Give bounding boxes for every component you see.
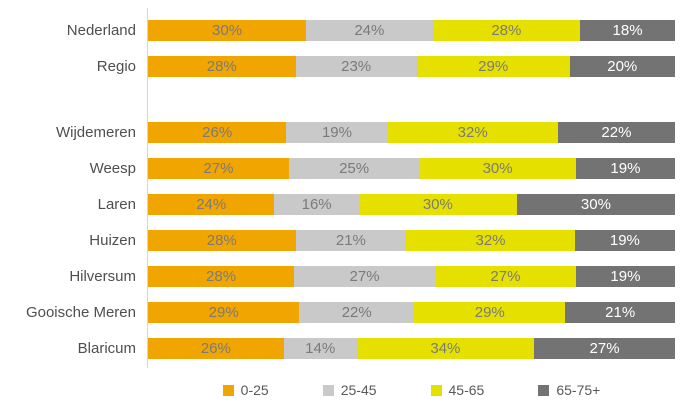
bar-segment-25-45[interactable]: 21% — [295, 229, 407, 251]
bar-segment-0-25[interactable]: 26% — [148, 337, 284, 359]
bar-segment-0-25[interactable]: 28% — [148, 265, 295, 287]
bar-row: Wijdemeren 26% 19% 32% 22% — [0, 114, 680, 150]
bar-segment-25-45[interactable]: 27% — [294, 265, 435, 287]
bar-segment-25-45[interactable]: 24% — [306, 19, 433, 41]
bar-row: Blaricum 26% 14% 34% 27% — [0, 330, 680, 366]
category-label: Nederland — [66, 21, 136, 39]
category-label: Gooische Meren — [25, 303, 136, 321]
bar-row: Weesp 27% 25% 30% 19% — [0, 150, 680, 186]
bar-track: 28% 23% 29% 20% — [148, 55, 675, 77]
bar-segment-65-75+[interactable]: 21% — [565, 301, 675, 323]
legend-label: 65-75+ — [556, 382, 601, 398]
bar-row: Gooische Meren 29% 22% 29% 21% — [0, 294, 680, 330]
bar-segment-65-75+[interactable]: 22% — [557, 121, 675, 143]
bar-segment-0-25[interactable]: 28% — [148, 229, 296, 251]
bar-row: Hilversum 28% 27% 27% 19% — [0, 258, 680, 294]
legend-label: 0-25 — [240, 382, 269, 398]
legend-swatch-icon — [222, 384, 234, 396]
group-gap — [0, 84, 680, 114]
bar-segment-65-75+[interactable]: 19% — [574, 229, 675, 251]
bar-row: Laren 24% 16% 30% 30% — [0, 186, 680, 222]
legend-item-0-25[interactable]: 0-25 — [222, 382, 269, 398]
bar-segment-45-65[interactable]: 28% — [432, 19, 581, 41]
bar-row: Huizen 28% 21% 32% 19% — [0, 222, 680, 258]
legend-label: 25-45 — [340, 382, 377, 398]
bar-track: 26% 14% 34% 27% — [148, 337, 675, 359]
bar-track: 28% 21% 32% 19% — [148, 229, 675, 251]
bar-segment-65-75+[interactable]: 27% — [534, 337, 675, 359]
category-label: Hilversum — [69, 267, 136, 285]
category-label: Blaricum — [77, 339, 136, 357]
bar-segment-65-75+[interactable]: 30% — [516, 193, 675, 215]
bar-segment-0-25[interactable]: 28% — [148, 55, 296, 77]
bar-segment-65-75+[interactable]: 20% — [569, 55, 675, 77]
bar-segment-45-65[interactable]: 30% — [419, 157, 576, 179]
bar-segment-25-45[interactable]: 14% — [283, 337, 357, 359]
legend-label: 45-65 — [448, 382, 485, 398]
bar-segment-45-65[interactable]: 32% — [406, 229, 575, 251]
category-label: Regio — [96, 57, 136, 75]
category-label: Wijdemeren — [55, 123, 136, 141]
bar-track: 30% 24% 28% 18% — [148, 19, 675, 41]
bar-segment-0-25[interactable]: 27% — [148, 157, 289, 179]
legend-item-65-75+[interactable]: 65-75+ — [538, 382, 600, 398]
bar-segment-45-65[interactable]: 27% — [434, 265, 576, 287]
bar-segment-25-45[interactable]: 19% — [286, 121, 388, 143]
bar-segment-25-45[interactable]: 23% — [295, 55, 417, 77]
plot-area: Nederland 30% 24% 28% 18% Regio 28% 23% 29% 20% Wi… — [0, 8, 680, 368]
bar-segment-0-25[interactable]: 30% — [148, 19, 307, 41]
bar-segment-65-75+[interactable]: 19% — [575, 265, 675, 287]
bar-segment-0-25[interactable]: 26% — [148, 121, 287, 143]
legend-swatch-icon — [322, 384, 334, 396]
bar-segment-45-65[interactable]: 29% — [416, 55, 570, 77]
bar-row: Regio 28% 23% 29% 20% — [0, 48, 680, 84]
legend-swatch-icon — [538, 384, 550, 396]
bar-segment-65-75+[interactable]: 19% — [575, 157, 675, 179]
bar-segment-25-45[interactable]: 22% — [299, 301, 415, 323]
legend-swatch-icon — [430, 384, 442, 396]
bar-track: 26% 19% 32% 22% — [148, 121, 675, 143]
bar-segment-65-75+[interactable]: 18% — [580, 19, 675, 41]
category-label: Weesp — [89, 159, 136, 177]
bar-track: 27% 25% 30% 19% — [148, 157, 675, 179]
bar-segment-45-65[interactable]: 30% — [358, 193, 517, 215]
bar-track: 29% 22% 29% 21% — [148, 301, 675, 323]
bar-segment-45-65[interactable]: 34% — [356, 337, 535, 359]
bar-segment-25-45[interactable]: 16% — [274, 193, 359, 215]
bar-track: 24% 16% 30% 30% — [148, 193, 675, 215]
bar-segment-0-25[interactable]: 24% — [148, 193, 275, 215]
bar-segment-45-65[interactable]: 32% — [387, 121, 558, 143]
y-axis-line — [147, 8, 148, 368]
legend-item-25-45[interactable]: 25-45 — [322, 382, 377, 398]
bar-segment-45-65[interactable]: 29% — [414, 301, 566, 323]
category-label: Huizen — [89, 231, 136, 249]
legend-item-45-65[interactable]: 45-65 — [430, 382, 485, 398]
bar-row: Nederland 30% 24% 28% 18% — [0, 12, 680, 48]
bar-segment-0-25[interactable]: 29% — [148, 301, 300, 323]
bar-track: 28% 27% 27% 19% — [148, 265, 675, 287]
legend: 0-25 25-45 45-65 65-75+ — [148, 382, 675, 398]
category-label: Laren — [97, 195, 136, 213]
bar-rows: Nederland 30% 24% 28% 18% Regio 28% 23% 29% 20% Wi… — [0, 12, 680, 366]
bar-segment-25-45[interactable]: 25% — [288, 157, 420, 179]
